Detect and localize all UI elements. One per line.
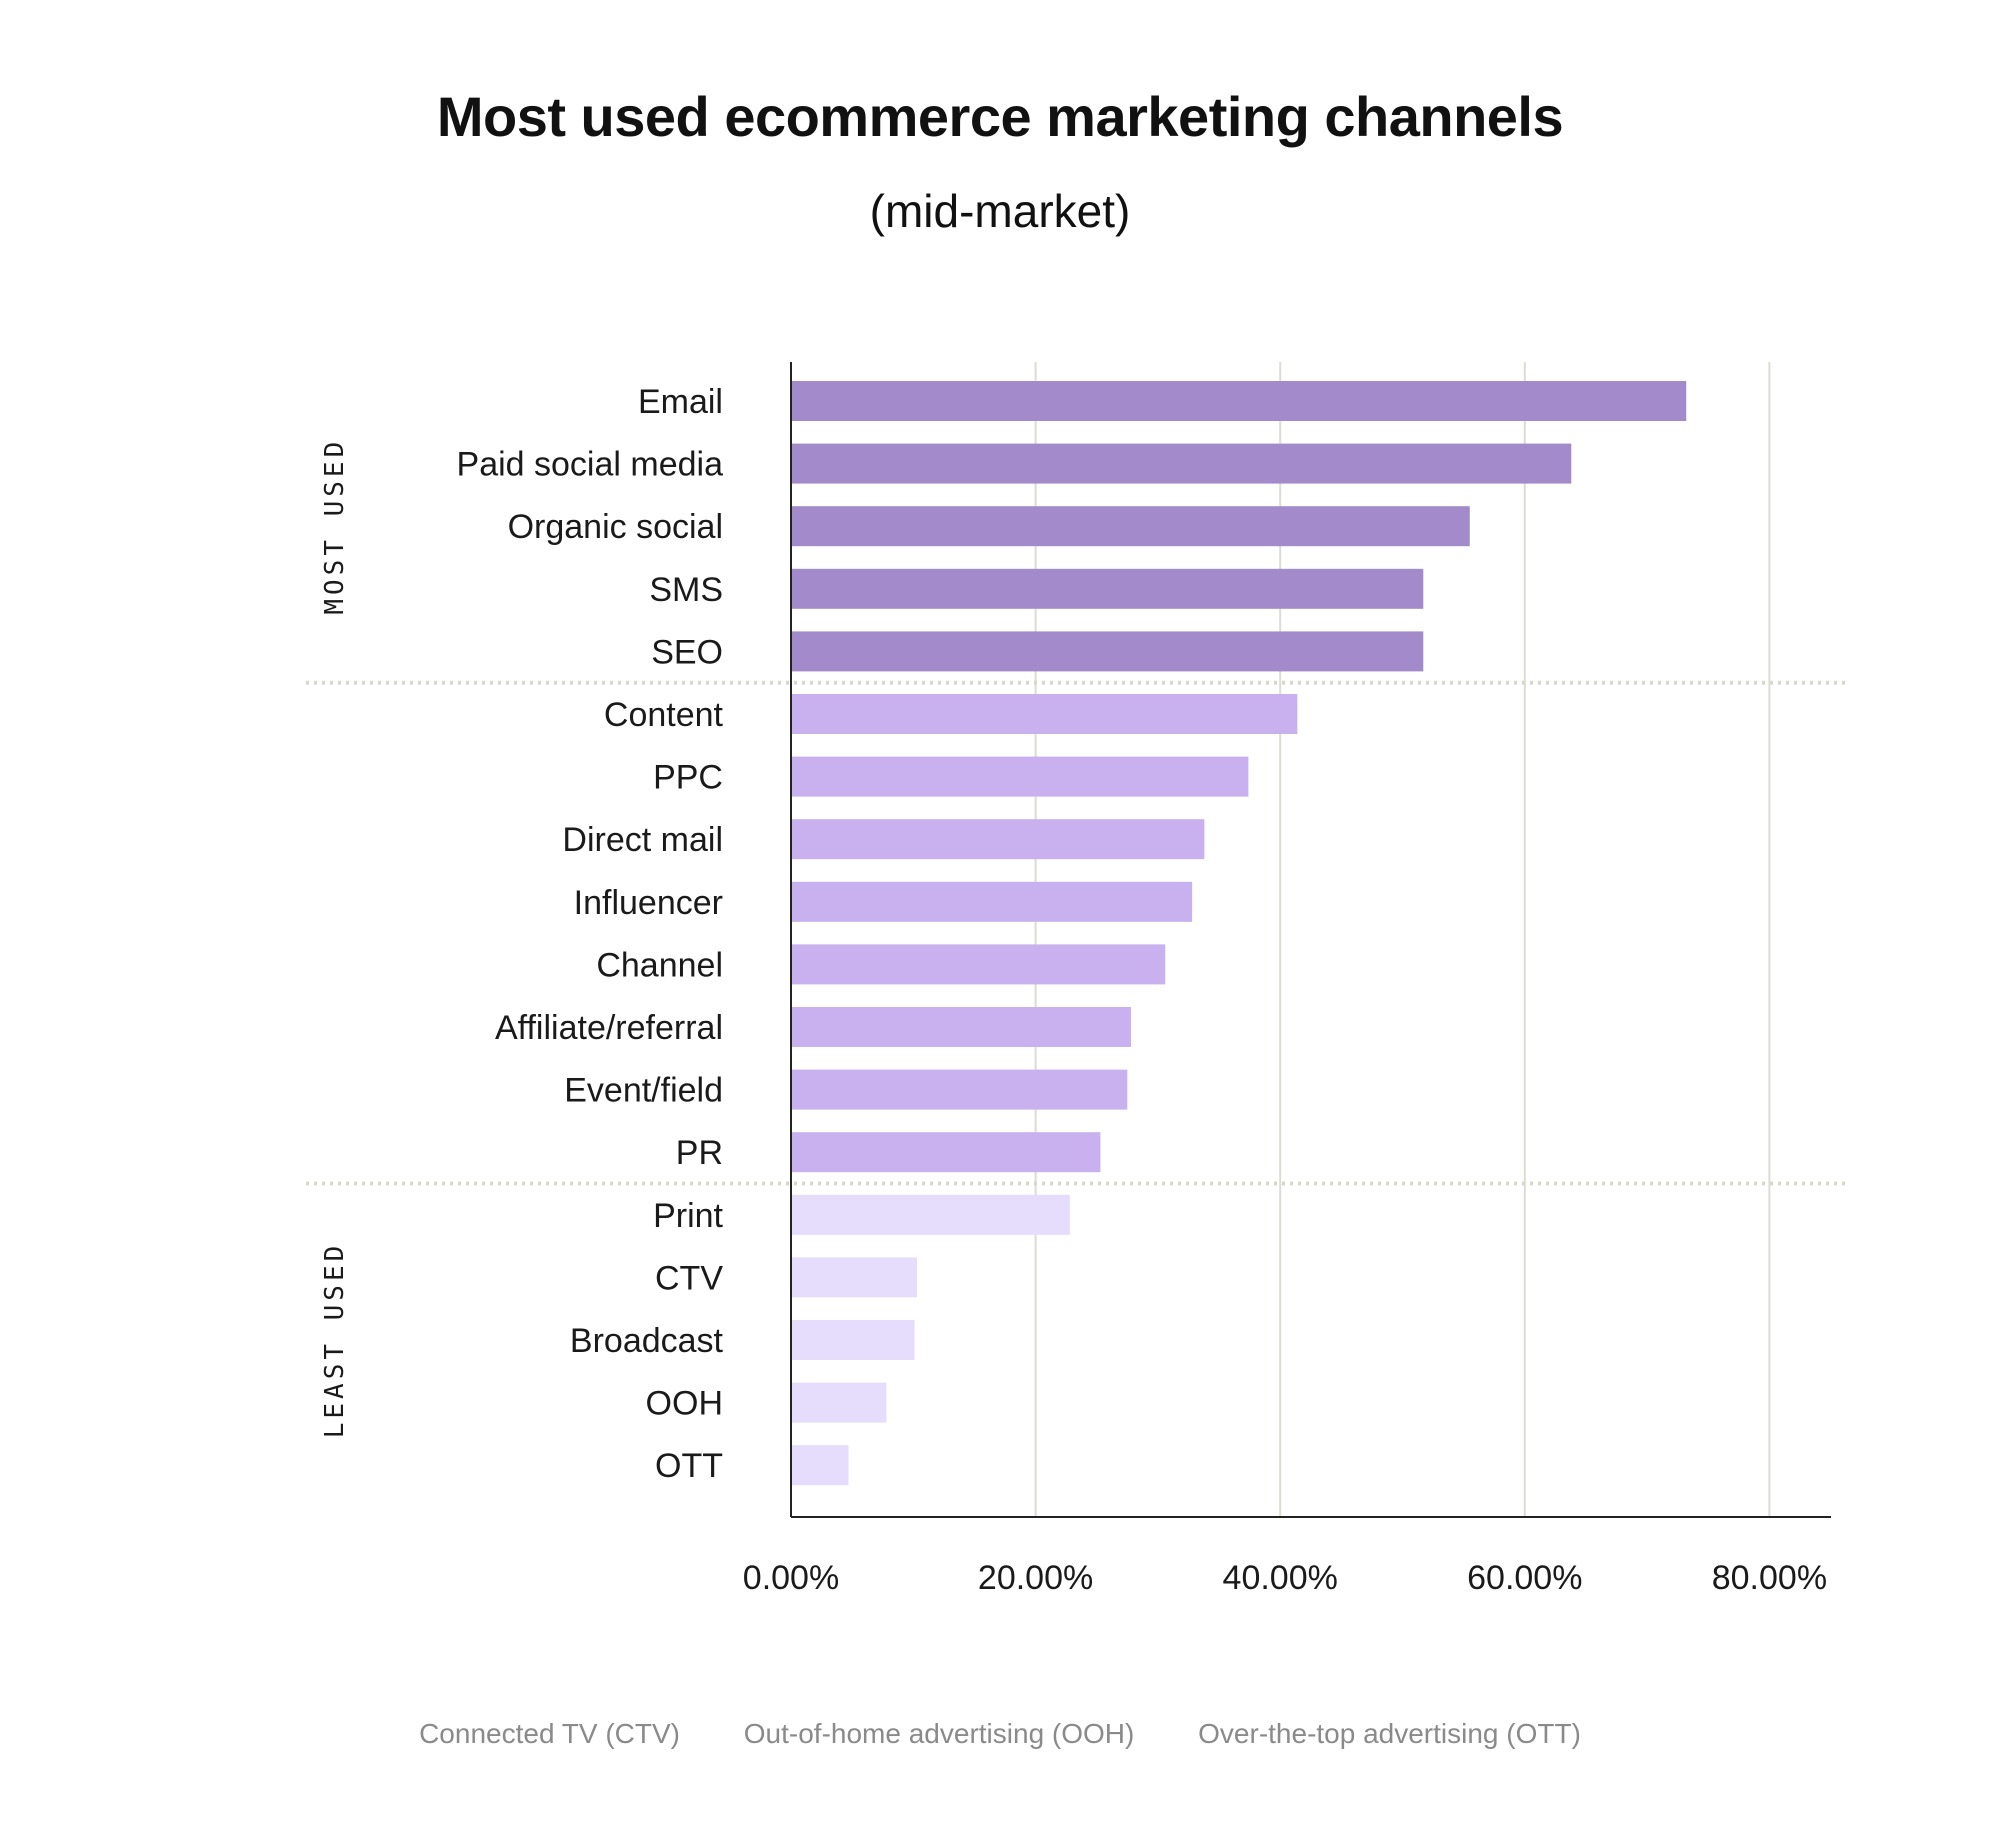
category-label-organic-social: Organic social xyxy=(508,508,723,546)
bar-direct-mail xyxy=(791,819,1205,860)
chart-title: Most used ecommerce marketing channels xyxy=(436,85,1564,148)
footnote-ooh: Out-of-home advertising (OOH) xyxy=(743,1718,1135,1749)
category-label-direct-mail: Direct mail xyxy=(562,821,723,859)
category-label-content: Content xyxy=(604,696,724,734)
category-label-print: Print xyxy=(653,1197,723,1235)
bar-seo xyxy=(791,631,1424,672)
bar-broadcast xyxy=(791,1320,915,1360)
category-label-email: Email xyxy=(638,383,723,421)
category-label-ooh: OOH xyxy=(646,1385,723,1423)
group-label-least-used: LEAST USED xyxy=(320,1242,350,1439)
bar-ppc xyxy=(791,756,1249,797)
x-tick-label-40: 40.00% xyxy=(1223,1559,1338,1597)
bar-content xyxy=(791,694,1298,734)
category-label-ppc: PPC xyxy=(653,759,723,797)
category-label-sms: SMS xyxy=(649,571,723,609)
bar-ctv xyxy=(791,1257,917,1298)
bar-event-field xyxy=(791,1069,1128,1110)
x-tick-label-80: 80.00% xyxy=(1712,1559,1827,1597)
bar-influencer xyxy=(791,881,1193,922)
x-tick-label-60: 60.00% xyxy=(1467,1559,1582,1597)
bar-email xyxy=(791,381,1687,421)
footnotes: Connected TV (CTV) Out-of-home advertisi… xyxy=(0,1718,2000,1750)
category-label-broadcast: Broadcast xyxy=(570,1322,724,1360)
category-label-influencer: Influencer xyxy=(574,884,723,922)
x-tick-label-20: 20.00% xyxy=(978,1559,1093,1597)
bar-sms xyxy=(791,568,1424,609)
category-label-ott: OTT xyxy=(655,1447,723,1485)
category-label-affiliate-referral: Affiliate/referral xyxy=(495,1009,723,1047)
chart-subtitle: (mid-market) xyxy=(869,185,1131,237)
bar-pr xyxy=(791,1132,1101,1173)
group-label-most-used: MOST USED xyxy=(320,438,350,615)
bar-paid-social-media xyxy=(791,443,1572,484)
category-label-paid-social-media: Paid social media xyxy=(457,446,724,484)
category-label-ctv: CTV xyxy=(655,1259,723,1297)
category-label-channel: Channel xyxy=(596,946,723,984)
category-label-pr: PR xyxy=(676,1134,723,1172)
bar-ott xyxy=(791,1445,849,1486)
bar-organic-social xyxy=(791,506,1470,547)
category-label-event-field: Event/field xyxy=(564,1072,723,1110)
bar-ooh xyxy=(791,1382,887,1423)
bar-channel xyxy=(791,944,1166,985)
bar-affiliate-referral xyxy=(791,1007,1131,1047)
footnote-ott: Over-the-top advertising (OTT) xyxy=(1198,1718,1581,1749)
x-tick-label-0: 0.00% xyxy=(743,1559,839,1597)
footnote-ctv: Connected TV (CTV) xyxy=(419,1718,680,1749)
category-label-seo: SEO xyxy=(651,633,723,671)
bar-print xyxy=(791,1194,1070,1235)
